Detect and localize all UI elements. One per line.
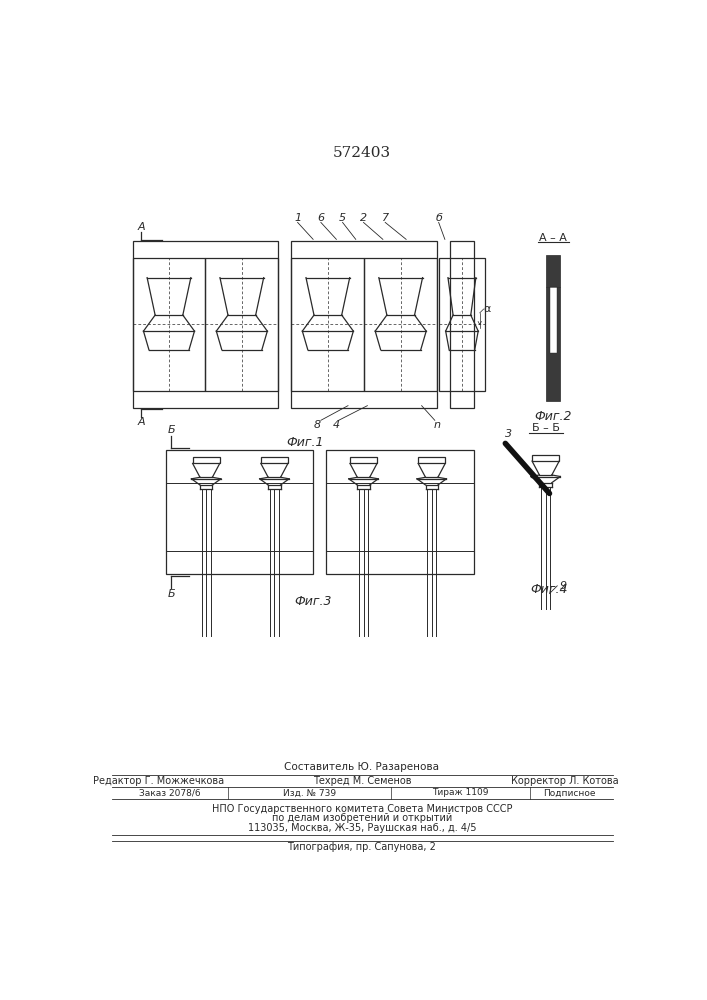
Text: Изд. № 739: Изд. № 739	[283, 788, 336, 797]
Text: Тираж 1109: Тираж 1109	[432, 788, 489, 797]
Bar	[291, 241, 437, 408]
Bar	[418, 457, 445, 463]
Text: 9: 9	[559, 581, 566, 591]
Text: 8: 8	[313, 420, 320, 430]
Text: Б: Б	[168, 425, 175, 435]
Text: 113035, Москва, Ж-35, Раушская наб., д. 4/5: 113035, Москва, Ж-35, Раушская наб., д. …	[247, 823, 477, 833]
Text: Подписное: Подписное	[543, 788, 595, 797]
Text: Фиг.3: Фиг.3	[294, 595, 332, 608]
Text: по делам изобретений и открытий: по делам изобретений и открытий	[271, 813, 452, 823]
Text: n: n	[433, 420, 440, 430]
Text: Фиг.2: Фиг.2	[534, 410, 572, 423]
Text: Заказ 2078/6: Заказ 2078/6	[139, 788, 201, 797]
Text: 2: 2	[360, 213, 367, 223]
Text: Составитель Ю. Разаренова: Составитель Ю. Разаренова	[284, 762, 440, 772]
Text: Типография, пр. Сапунова, 2: Типография, пр. Сапунова, 2	[288, 842, 436, 852]
Text: 7: 7	[382, 213, 389, 223]
Bar	[547, 255, 561, 401]
Text: α: α	[484, 304, 491, 314]
Bar	[327, 450, 474, 574]
Text: 3: 3	[505, 429, 512, 439]
Bar	[549, 287, 557, 353]
Text: Техред М. Семенов: Техред М. Семенов	[312, 776, 411, 786]
Text: Корректор Л. Котова: Корректор Л. Котова	[511, 776, 619, 786]
Text: А: А	[137, 417, 145, 427]
Text: Б – Б: Б – Б	[532, 423, 559, 433]
Bar	[132, 258, 206, 391]
Text: 1: 1	[294, 213, 301, 223]
Bar	[166, 450, 313, 574]
Bar	[132, 241, 279, 408]
Text: Б: Б	[168, 589, 175, 599]
Text: Фиг.4: Фиг.4	[531, 583, 568, 596]
Text: А – А: А – А	[539, 233, 567, 243]
Bar	[261, 457, 288, 463]
Text: А: А	[137, 222, 145, 232]
Text: б: б	[436, 213, 442, 223]
Text: 5: 5	[339, 213, 346, 223]
Text: НПО Государственного комитета Совета Министров СССР: НПО Государственного комитета Совета Мин…	[211, 804, 512, 814]
Text: Редактор Г. Можжечкова: Редактор Г. Можжечкова	[93, 776, 223, 786]
Bar	[438, 258, 485, 391]
Bar	[206, 258, 279, 391]
Bar	[450, 241, 474, 408]
Bar	[364, 258, 437, 391]
Text: 572403: 572403	[333, 146, 391, 160]
Bar	[532, 455, 559, 461]
Bar	[350, 457, 377, 463]
Text: 4: 4	[333, 420, 340, 430]
Bar	[291, 258, 364, 391]
Text: Фиг.1: Фиг.1	[286, 436, 324, 449]
Bar	[192, 457, 220, 463]
Text: 6: 6	[317, 213, 325, 223]
